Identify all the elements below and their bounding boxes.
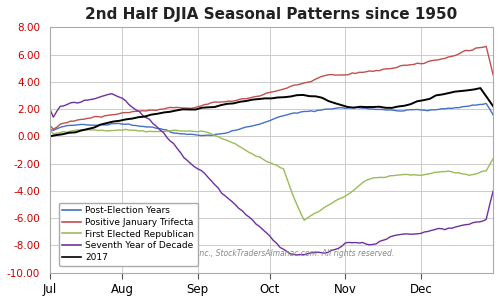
Title: 2nd Half DJIA Seasonal Patterns since 1950: 2nd Half DJIA Seasonal Patterns since 19… bbox=[86, 7, 458, 22]
Text: © Hirsch Holdings Inc., StockTradersAlmanac.com. All rights reserved.: © Hirsch Holdings Inc., StockTradersAlma… bbox=[126, 249, 394, 258]
Legend: Post-Election Years, Positive January Trifecta, First Elected Republican, Sevent: Post-Election Years, Positive January Tr… bbox=[59, 203, 198, 266]
